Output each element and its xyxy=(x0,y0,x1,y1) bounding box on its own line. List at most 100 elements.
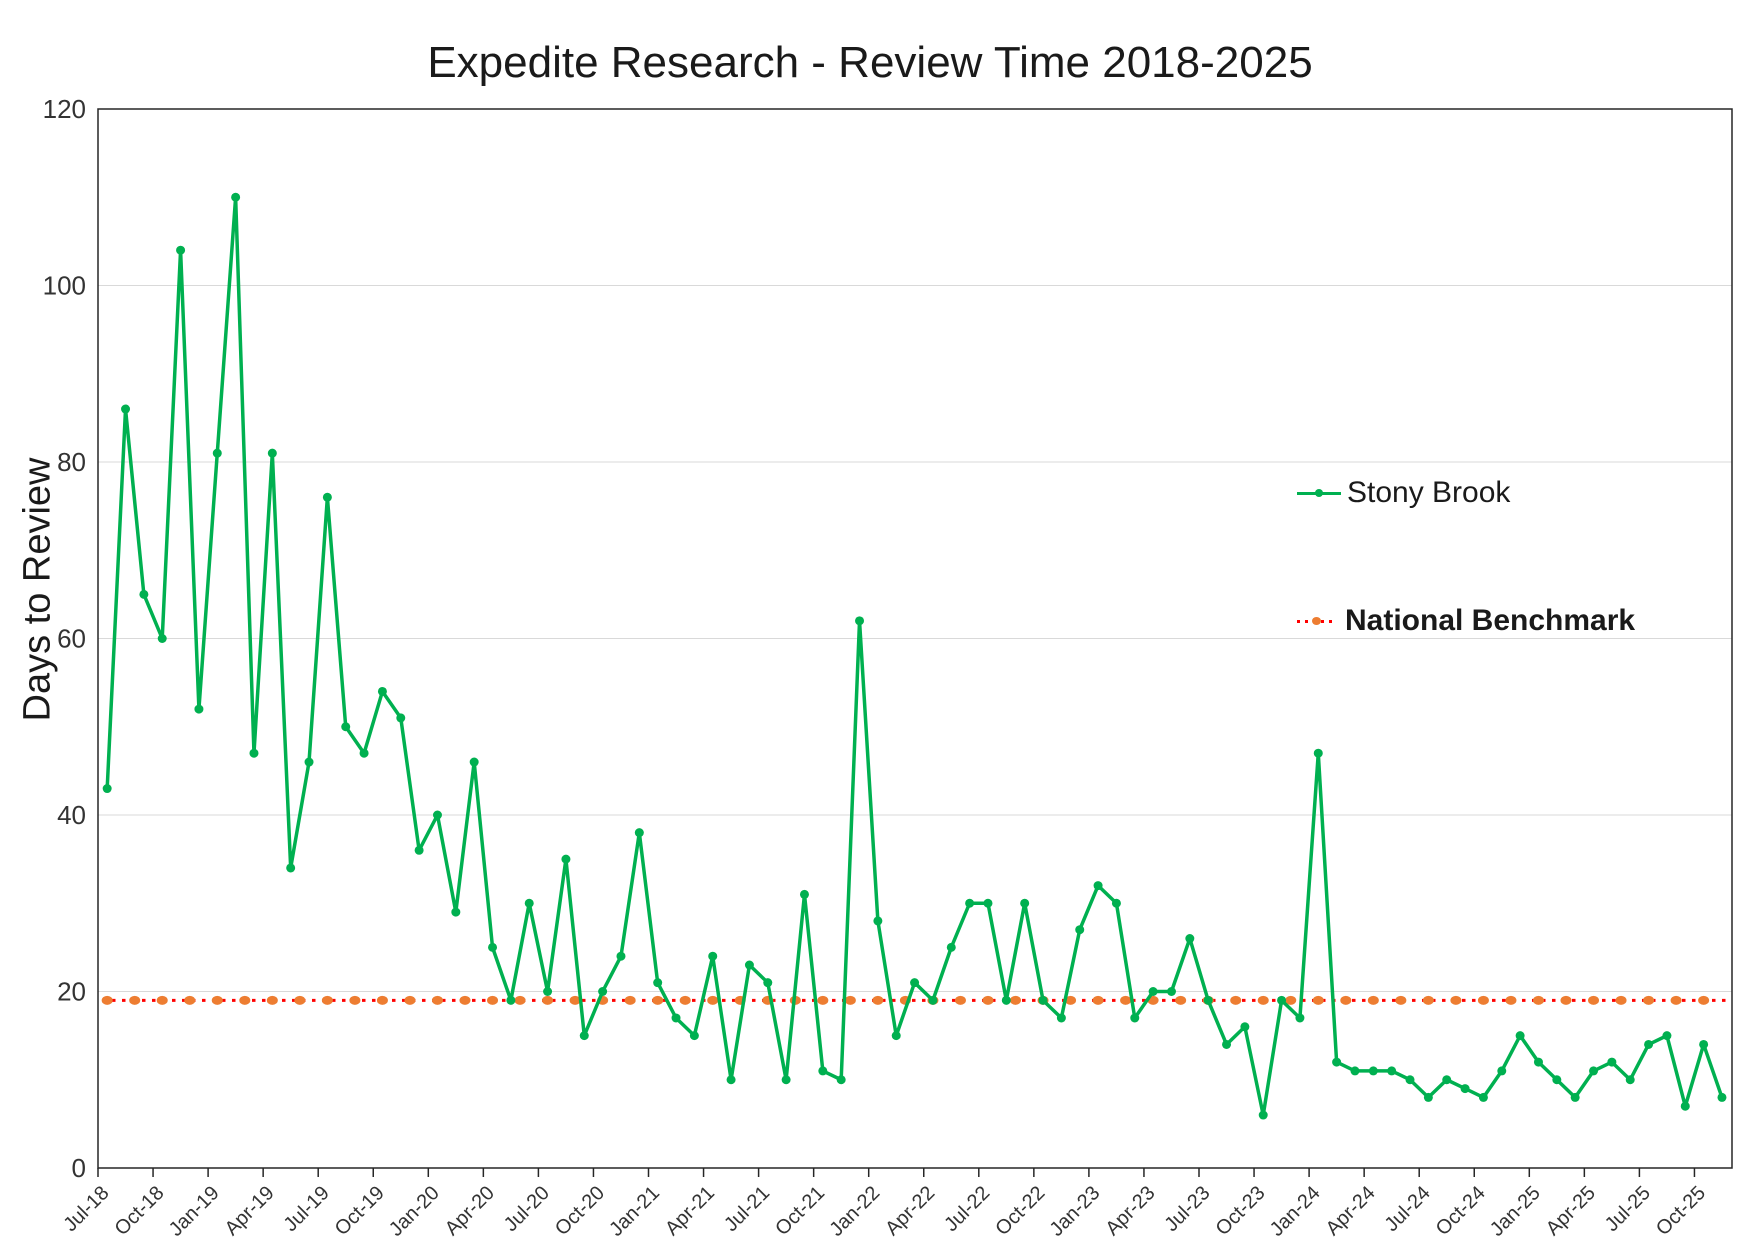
y-tick-label: 100 xyxy=(43,271,86,301)
national-benchmark-dot xyxy=(624,995,636,1005)
national-benchmark-dot xyxy=(1367,995,1379,1005)
national-benchmark-dot xyxy=(129,995,141,1005)
national-benchmark-dot xyxy=(431,995,443,1005)
national-benchmark-dot xyxy=(239,995,251,1005)
national-benchmark-dot xyxy=(1422,995,1434,1005)
national-benchmark-dot xyxy=(156,995,168,1005)
stony-brook-point xyxy=(469,757,479,767)
stony-brook-point xyxy=(1552,1075,1562,1085)
legend-national-benchmark[interactable]: National Benchmark xyxy=(1297,604,1635,638)
x-tick-label: Jan-24 xyxy=(1266,1182,1325,1241)
stony-brook-point xyxy=(1497,1066,1507,1076)
stony-brook-point xyxy=(194,704,204,714)
x-tick-label: Oct-19 xyxy=(331,1182,389,1240)
national-benchmark-dot xyxy=(1230,995,1242,1005)
stony-brook-line-swatch-icon xyxy=(1297,489,1341,497)
national-benchmark-dot xyxy=(1477,995,1489,1005)
stony-brook-point xyxy=(451,907,461,917)
stony-brook-point xyxy=(249,748,259,758)
stony-brook-point xyxy=(1295,1013,1305,1023)
national-benchmark-dot xyxy=(184,995,196,1005)
national-benchmark-dot xyxy=(376,995,388,1005)
stony-brook-point xyxy=(139,589,149,599)
stony-brook-point xyxy=(726,1075,736,1085)
stony-brook-point xyxy=(1222,1039,1232,1049)
national-benchmark-dot xyxy=(1450,995,1462,1005)
stony-brook-point xyxy=(157,634,167,643)
stony-brook-point xyxy=(1038,995,1048,1005)
national-benchmark-dot xyxy=(487,995,499,1005)
x-tick-label: Apr-25 xyxy=(1542,1182,1600,1240)
legend-stony-brook[interactable]: Stony Brook xyxy=(1297,476,1510,510)
y-tick-label: 0 xyxy=(72,1153,86,1183)
national-benchmark-dot xyxy=(1010,995,1021,1005)
national-benchmark-dot xyxy=(569,995,581,1005)
stony-brook-point xyxy=(322,492,332,502)
stony-brook-point xyxy=(396,713,406,723)
stony-brook-point xyxy=(1166,987,1176,996)
x-tick-label: Apr-21 xyxy=(661,1182,719,1240)
stony-brook-point xyxy=(598,987,608,996)
national-benchmark-dot xyxy=(1588,995,1600,1005)
legend-national-benchmark-label: National Benchmark xyxy=(1345,604,1636,637)
stony-brook-point xyxy=(506,995,516,1005)
national-benchmark-dot xyxy=(1395,995,1407,1005)
x-tick-label: Apr-19 xyxy=(221,1182,279,1240)
stony-brook-point xyxy=(102,784,112,794)
national-benchmark-dot xyxy=(211,995,223,1005)
national-benchmark-dot xyxy=(101,995,113,1005)
national-benchmark-dotted-swatch-icon xyxy=(1297,616,1337,626)
stony-brook-point xyxy=(488,942,498,952)
national-benchmark-dot xyxy=(1643,995,1655,1005)
stony-brook-point xyxy=(1240,1022,1250,1032)
stony-brook-point xyxy=(799,889,809,899)
stony-brook-point xyxy=(1662,1031,1672,1041)
x-tick-label: Apr-20 xyxy=(441,1182,499,1240)
stony-brook-point xyxy=(1148,987,1158,996)
x-tick-label: Oct-18 xyxy=(111,1182,169,1240)
x-tick-label: Oct-23 xyxy=(1212,1182,1270,1240)
stony-brook-point xyxy=(1313,748,1323,758)
stony-brook-point xyxy=(1130,1013,1140,1023)
stony-brook-point xyxy=(653,978,663,988)
x-tick-label: Apr-24 xyxy=(1322,1182,1380,1240)
stony-brook-point xyxy=(1258,1110,1268,1120)
x-tick-label: Jul-18 xyxy=(59,1182,113,1236)
stony-brook-point xyxy=(1332,1057,1342,1067)
x-tick-label: Jul-20 xyxy=(500,1182,554,1236)
national-benchmark-dot xyxy=(514,995,526,1005)
stony-brook-point xyxy=(1607,1057,1617,1067)
stony-brook-point xyxy=(359,748,369,758)
x-tick-label: Jul-24 xyxy=(1381,1182,1435,1236)
national-benchmark-dot xyxy=(1505,995,1517,1005)
stony-brook-point xyxy=(855,616,865,626)
stony-brook-point xyxy=(1460,1084,1470,1094)
stony-brook-point xyxy=(267,448,277,458)
x-tick-label: Oct-22 xyxy=(991,1182,1049,1240)
stony-brook-point xyxy=(121,404,131,414)
stony-brook-point xyxy=(176,245,186,255)
stony-brook-point xyxy=(561,854,571,864)
chart-title: Expedite Research - Review Time 2018-202… xyxy=(427,38,1313,87)
national-benchmark-dot xyxy=(652,995,664,1005)
stony-brook-point xyxy=(1093,881,1103,891)
stony-brook-point xyxy=(1185,934,1195,944)
stony-brook-point xyxy=(341,722,351,732)
stony-brook-point xyxy=(304,757,314,767)
national-benchmark-dot xyxy=(404,995,416,1005)
national-benchmark-dot xyxy=(954,995,966,1005)
national-benchmark-dot xyxy=(1560,995,1572,1005)
stony-brook-point xyxy=(1368,1066,1378,1076)
stony-brook-line xyxy=(105,195,1724,1117)
national-benchmark-dot xyxy=(1285,995,1297,1005)
x-tick-label: Jan-23 xyxy=(1046,1182,1105,1241)
stony-brook-point xyxy=(414,845,424,855)
stony-brook-point xyxy=(1111,898,1121,908)
stony-brook-point xyxy=(965,898,975,908)
national-benchmark-dot xyxy=(542,995,554,1005)
x-tick-label: Jul-21 xyxy=(720,1182,774,1236)
stony-brook-point xyxy=(377,686,387,696)
stony-brook-point xyxy=(616,951,626,961)
x-tick-label: Oct-24 xyxy=(1432,1182,1490,1240)
